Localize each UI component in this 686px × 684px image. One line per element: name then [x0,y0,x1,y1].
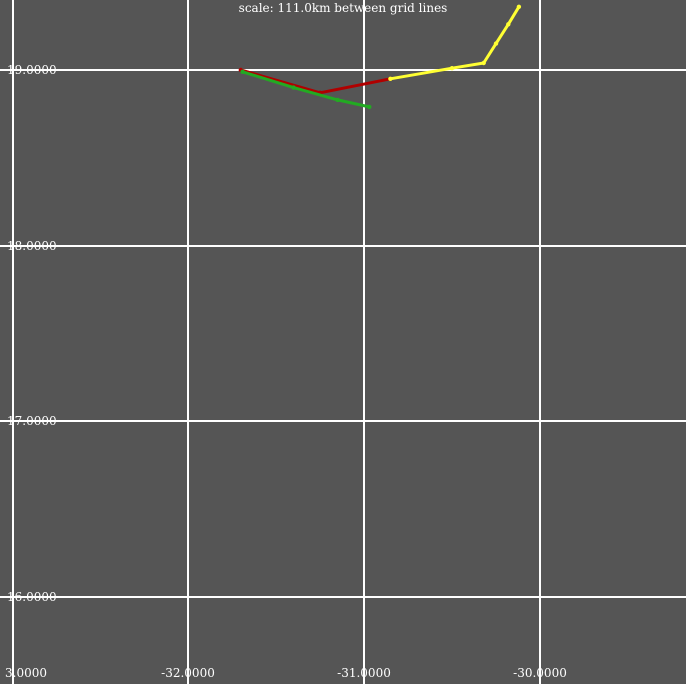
scale-label: scale: 111.0km between grid lines [239,1,448,15]
track-point-2-3 [367,104,372,110]
track-point-1-5 [516,4,522,9]
lat-label-17: 17.0000 [7,414,57,428]
track-point-2-1 [291,85,296,90]
track-point-2-0 [240,69,245,75]
vertical-grid-lines [12,0,541,684]
lat-label-18: 18.0000 [7,239,57,253]
track-point-2-2 [335,97,340,103]
track-point-1-2 [481,60,486,66]
track-series-1 [388,5,521,81]
lon-label-minus-32: -32.0000 [161,666,215,680]
storm-tracks [238,4,522,110]
track-point-1-0 [388,76,393,82]
horizontal-grid-lines [0,69,686,598]
lon-label-minus-31: -31.0000 [337,666,391,680]
track-series-2 [241,70,371,109]
lat-label-16: 16.0000 [7,590,57,604]
track-point-1-4 [506,22,511,27]
track-point-1-1 [449,66,455,71]
lon-label-minus-30: -30.0000 [513,666,567,680]
longitude-labels: 3.0000 -32.0000 -31.0000 -30.0000 [5,666,567,680]
lon-label-minus-33: 3.0000 [5,666,47,680]
track-point-1-3 [493,41,499,46]
latitude-labels: 19.0000 18.0000 17.0000 16.0000 [7,63,57,604]
lat-label-19: 19.0000 [7,63,57,77]
